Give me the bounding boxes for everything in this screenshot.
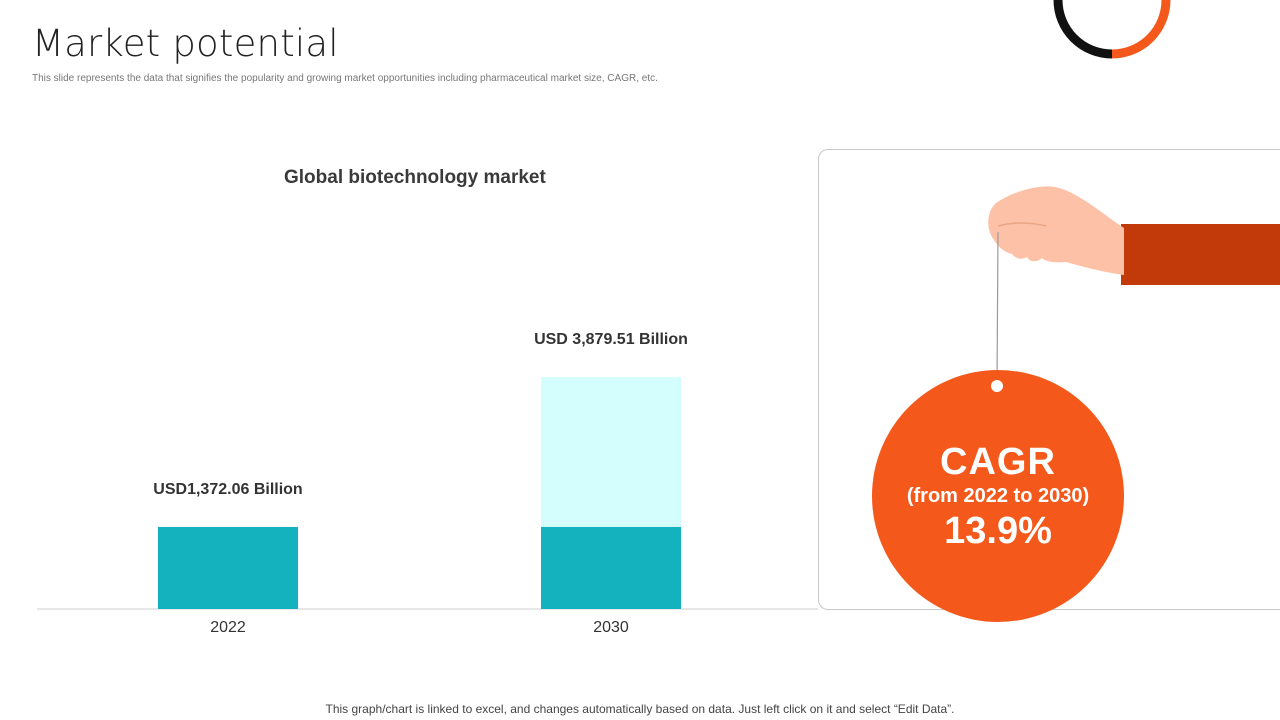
page-subtitle: This slide represents the data that sign… xyxy=(32,73,658,84)
ring-black-half xyxy=(1053,0,1113,59)
page-title: Market potential xyxy=(32,22,339,65)
data-label-2022: USD1,372.06 Billion xyxy=(153,480,303,498)
cagr-title: CAGR xyxy=(940,441,1056,483)
bar-chart xyxy=(37,377,818,610)
hand-holding-tag-illustration xyxy=(872,186,1280,622)
decorative-ring xyxy=(1053,0,1171,59)
bar-2030 xyxy=(541,526,681,609)
hand-icon xyxy=(988,186,1124,275)
tag-hole xyxy=(991,380,1003,392)
x-tick-label-2030: 2030 xyxy=(593,619,629,636)
ring-orange-half xyxy=(1111,0,1171,59)
data-label-2030: USD 3,879.51 Billion xyxy=(534,331,688,348)
tag-string xyxy=(996,231,999,385)
chart-title: Global biotechnology market xyxy=(284,167,546,188)
sleeve xyxy=(1121,224,1280,285)
bar-2022 xyxy=(158,526,298,609)
footnote: This graph/chart is linked to excel, and… xyxy=(325,702,955,716)
bar-growth-2030 xyxy=(541,377,681,527)
cagr-range: (from 2022 to 2030) xyxy=(906,485,1090,507)
cagr-tag-circle xyxy=(872,370,1124,622)
finger-crease xyxy=(997,222,1047,227)
x-tick-label-2022: 2022 xyxy=(210,619,246,636)
cagr-value: 13.9% xyxy=(944,510,1052,552)
